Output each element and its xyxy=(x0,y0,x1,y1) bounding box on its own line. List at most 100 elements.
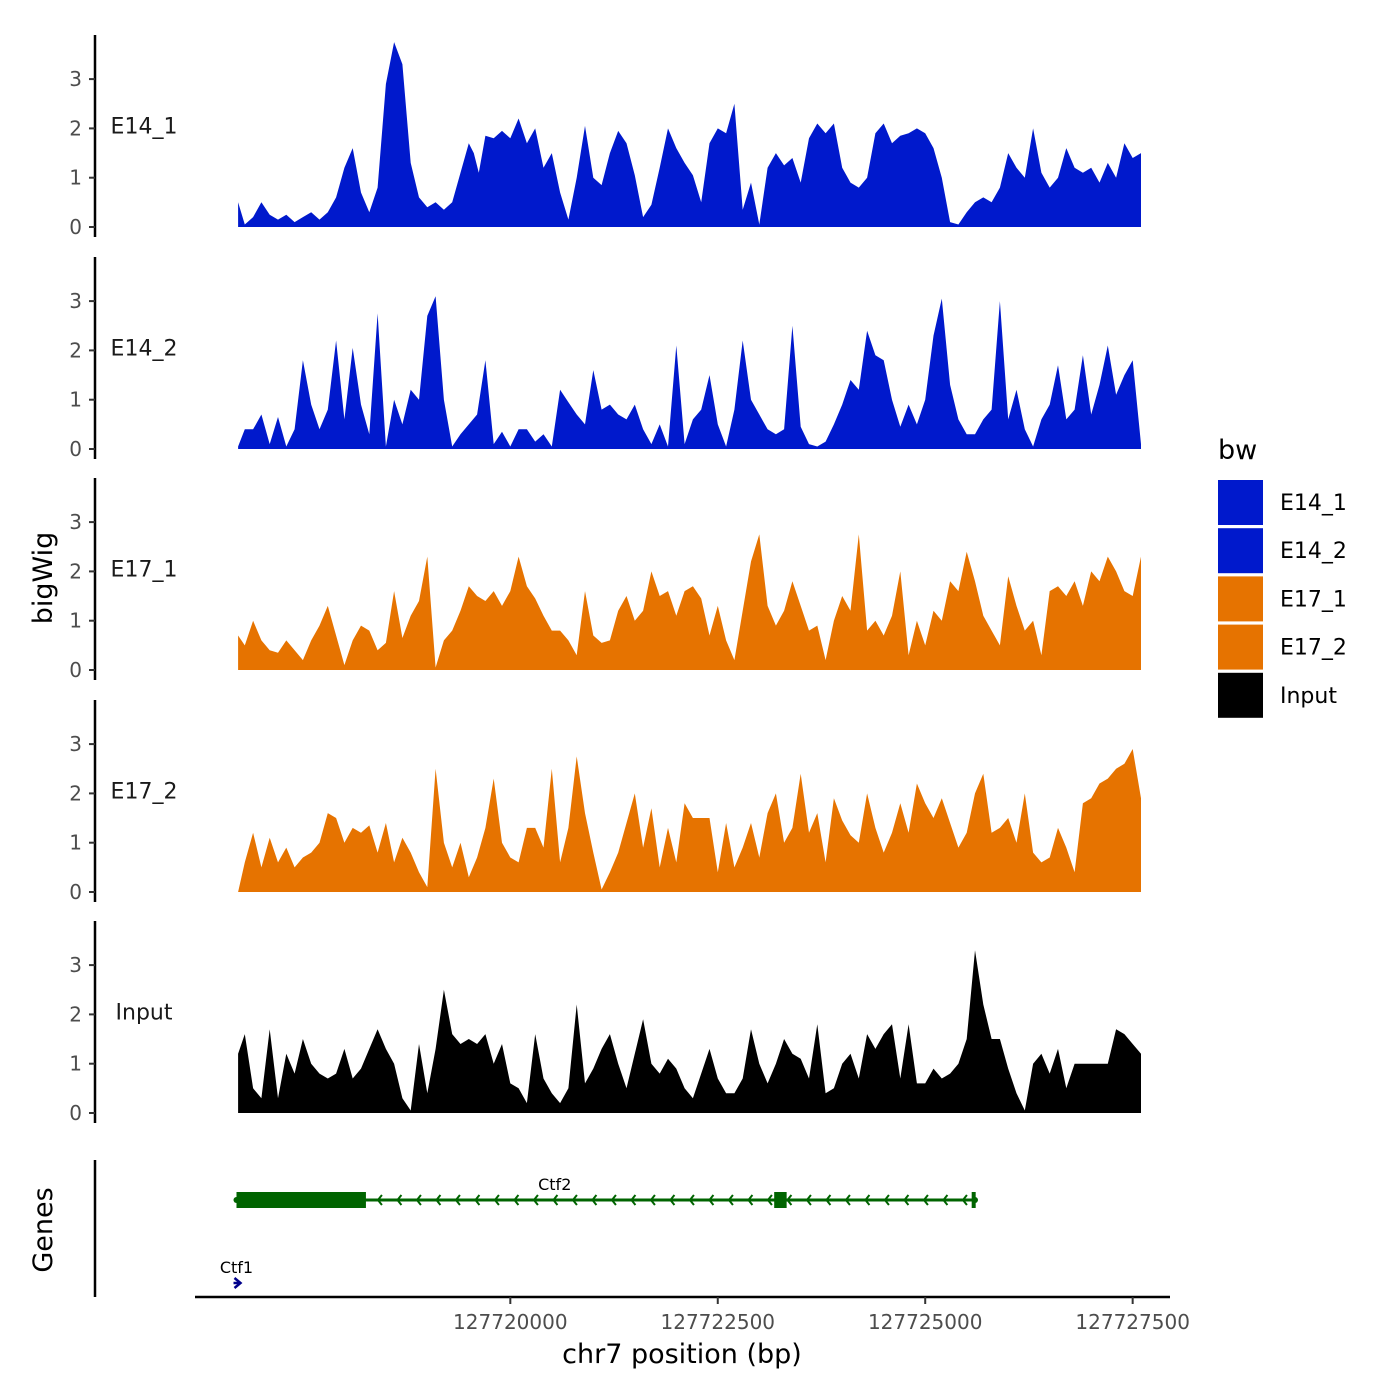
strand-arrow xyxy=(747,1194,754,1206)
strand-arrow xyxy=(493,1194,500,1206)
strand-arrow xyxy=(610,1194,617,1206)
y-tick-label: 1 xyxy=(69,831,82,855)
y-tick-label: 1 xyxy=(69,609,82,633)
strand-arrow xyxy=(532,1194,539,1206)
strand-arrow xyxy=(727,1194,734,1206)
legend-label: E14_2 xyxy=(1280,539,1347,564)
track-Input: 0 1 2 3 Input xyxy=(69,921,1142,1125)
y-tick-label: 0 xyxy=(69,1101,82,1125)
strand-arrow xyxy=(708,1194,715,1206)
legend-item-Input: Input xyxy=(1218,672,1337,718)
x-tick-label: 127725000 xyxy=(868,1310,983,1334)
track-E14_2: 0 1 2 3 E14_2 xyxy=(69,257,1142,461)
strand-arrow xyxy=(513,1194,520,1206)
gene-exon xyxy=(774,1192,787,1208)
strand-arrow xyxy=(552,1194,559,1206)
gene-end-cap xyxy=(233,1197,240,1203)
track-E17_1: 0 1 2 3 E17_1 xyxy=(69,478,1142,682)
coverage-area-E14_2 xyxy=(238,296,1142,449)
y-tick-label: 1 xyxy=(69,166,82,190)
strand-arrow xyxy=(571,1194,578,1206)
legend-item-E17_1: E17_1 xyxy=(1218,576,1347,622)
coverage-tracks: 0 1 2 3 E14_1 0 1 2 3 E14_2 0 1 2 3 E17_1 0 1 2 3 E17_2 0 1 2 3… xyxy=(69,35,1142,1125)
track-label: E17_1 xyxy=(111,557,178,582)
strand-arrow xyxy=(922,1194,929,1206)
legend-swatch xyxy=(1218,480,1263,525)
coverage-area-E17_2 xyxy=(238,749,1142,892)
legend-swatch xyxy=(1218,624,1263,670)
gene-label: Ctf2 xyxy=(538,1175,571,1194)
y-tick-label: 3 xyxy=(69,67,82,91)
y-tick-label: 2 xyxy=(69,116,82,140)
y-tick-label: 2 xyxy=(69,1002,82,1026)
y-tick-label: 3 xyxy=(69,732,82,756)
strand-arrow xyxy=(649,1194,656,1206)
strand-arrow xyxy=(961,1194,968,1206)
gene-Ctf2: Ctf2 xyxy=(233,1175,978,1208)
coverage-area-E14_1 xyxy=(238,42,1142,227)
strand-arrow xyxy=(474,1194,481,1206)
gene-Ctf1: Ctf1 xyxy=(220,1258,253,1289)
strand-arrow xyxy=(376,1194,383,1206)
strand-arrow xyxy=(786,1194,793,1206)
x-tick-label: 127720000 xyxy=(453,1310,568,1334)
strand-arrow xyxy=(766,1194,773,1206)
legend-item-E17_2: E17_2 xyxy=(1218,624,1347,670)
legend-label: E14_1 xyxy=(1280,491,1347,516)
y-tick-label: 2 xyxy=(69,338,82,362)
x-axis: 127720000 127722500 127725000 127727500 xyxy=(195,1295,1190,1334)
legend: E14_1 E14_2 E17_1 E17_2 Input xyxy=(1218,480,1347,718)
x-axis-title: chr7 position (bp) xyxy=(562,1339,802,1370)
strand-arrow xyxy=(942,1194,949,1206)
legend-title: bw xyxy=(1218,435,1257,466)
legend-label: Input xyxy=(1280,684,1337,709)
y-tick-label: 0 xyxy=(69,880,82,904)
y-tick-label: 1 xyxy=(69,388,82,412)
y-axis-title: bigWig xyxy=(28,532,59,625)
y-tick-label: 2 xyxy=(69,559,82,583)
legend-swatch xyxy=(1218,576,1263,622)
genes-axis-title: Genes xyxy=(28,1187,59,1272)
y-tick-label: 0 xyxy=(69,437,82,461)
track-label: E14_2 xyxy=(111,336,178,361)
y-tick-label: 3 xyxy=(69,289,82,313)
strand-arrow xyxy=(864,1194,871,1206)
strand-arrow xyxy=(435,1194,442,1206)
track-label: E17_2 xyxy=(111,779,178,804)
legend-label: E17_1 xyxy=(1280,587,1347,612)
strand-arrow xyxy=(688,1194,695,1206)
strand-arrow xyxy=(415,1194,422,1206)
x-tick-label: 127727500 xyxy=(1075,1310,1190,1334)
strand-arrow xyxy=(396,1194,403,1206)
y-tick-label: 0 xyxy=(69,215,82,239)
gene-end-cap xyxy=(972,1197,978,1203)
legend-label: E17_2 xyxy=(1280,636,1347,661)
gene-label: Ctf1 xyxy=(220,1258,253,1277)
strand-arrow xyxy=(805,1194,812,1206)
coverage-area-E17_1 xyxy=(238,534,1142,670)
strand-arrow xyxy=(591,1194,598,1206)
track-E17_2: 0 1 2 3 E17_2 xyxy=(69,700,1142,904)
y-tick-label: 1 xyxy=(69,1052,82,1076)
x-tick-label: 127722500 xyxy=(661,1310,776,1334)
y-tick-label: 2 xyxy=(69,781,82,805)
track-label: Input xyxy=(116,1000,173,1025)
strand-arrow xyxy=(903,1194,910,1206)
strand-arrow xyxy=(844,1194,851,1206)
gene-exon xyxy=(236,1192,366,1208)
legend-swatch xyxy=(1218,672,1263,718)
gene-track: Ctf2 Ctf1 xyxy=(93,1160,978,1297)
legend-item-E14_1: E14_1 xyxy=(1218,480,1347,525)
strand-arrow xyxy=(825,1194,832,1206)
y-tick-label: 3 xyxy=(69,510,82,534)
y-tick-label: 3 xyxy=(69,953,82,977)
strand-arrow xyxy=(669,1194,676,1206)
track-label: E14_1 xyxy=(111,114,178,139)
strand-arrow xyxy=(883,1194,890,1206)
strand-arrow xyxy=(454,1194,461,1206)
legend-swatch xyxy=(1218,528,1263,574)
legend-item-E14_2: E14_2 xyxy=(1218,528,1347,574)
y-tick-label: 0 xyxy=(69,658,82,682)
coverage-area-Input xyxy=(238,950,1142,1113)
